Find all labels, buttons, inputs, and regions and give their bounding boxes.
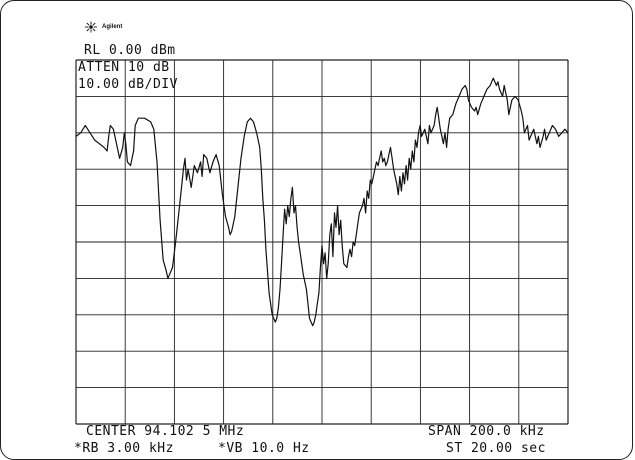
spectrum-trace bbox=[75, 77, 569, 327]
resolution-bandwidth-readout: *RB 3.00 kHz bbox=[74, 441, 174, 456]
brand-name: Agilent bbox=[102, 24, 123, 30]
sweep-time-readout: ST 20.00 sec bbox=[446, 441, 546, 456]
center-frequency-readout: CENTER 94.102 5 MHz bbox=[86, 424, 245, 439]
brand-logo: Agilent bbox=[84, 21, 122, 33]
span-readout: SPAN 200.0 kHz bbox=[428, 424, 545, 439]
attenuation-readout: ATTEN 10 dB bbox=[78, 60, 170, 75]
video-bandwidth-readout: *VB 10.0 Hz bbox=[218, 441, 310, 456]
reference-level-readout: RL 0.00 dBm bbox=[84, 43, 176, 58]
agilent-spark-icon bbox=[85, 21, 97, 33]
scale-readout: 10.00 dB/DIV bbox=[78, 77, 178, 92]
graticule bbox=[75, 59, 569, 425]
